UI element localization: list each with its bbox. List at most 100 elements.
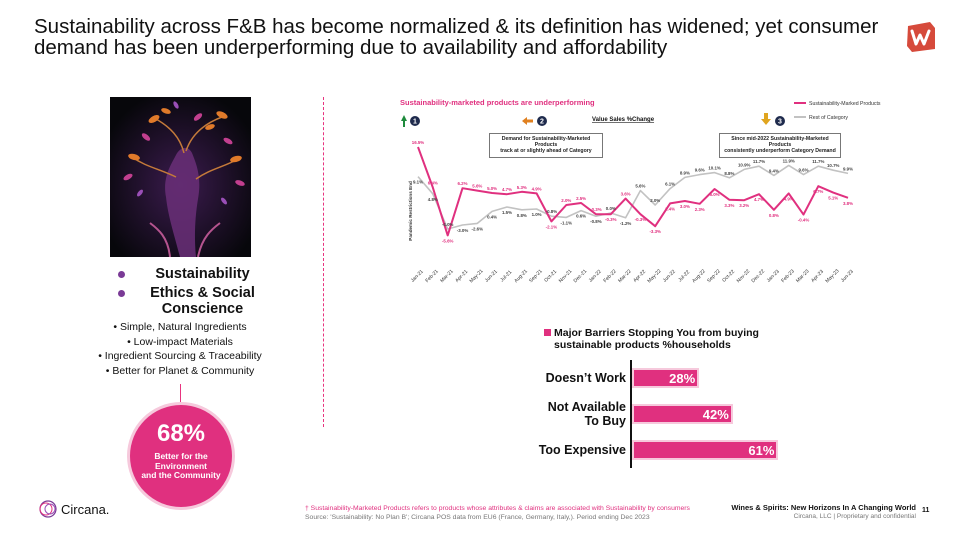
x-tick-label: Aug-22	[691, 268, 707, 284]
slide-title: Sustainability across F&B has become nor…	[34, 15, 879, 59]
data-label: 3.6%	[621, 192, 631, 197]
x-tick-label: May-21	[469, 268, 485, 284]
brand-logo	[907, 22, 935, 52]
annotation-3: 3	[761, 113, 785, 126]
data-label: 9.9%	[843, 166, 853, 171]
pillar-item: Ethics & Social Conscience	[118, 285, 268, 318]
data-label: -5.6%	[442, 238, 454, 243]
data-label: 6.1%	[665, 182, 675, 187]
callout-box: Demand for Sustainability-Marketed Produ…	[489, 133, 603, 158]
pillar-label: Ethics & Social Conscience	[150, 284, 255, 318]
barrier-bar: 28%	[632, 368, 700, 388]
data-label: -3.0%	[457, 228, 469, 233]
data-label: 0.8%	[517, 213, 527, 218]
data-label: 6.7%	[813, 189, 823, 194]
x-tick-label: Nov-21	[558, 268, 574, 284]
data-label: 11.7%	[753, 159, 765, 164]
left-arrow-icon	[522, 117, 533, 125]
x-tick-label: May-22	[646, 268, 662, 284]
barriers-title-line: sustainable products %households	[554, 339, 731, 351]
x-tick-label: May-23	[824, 268, 840, 284]
x-tick-label: Aug-21	[513, 268, 529, 284]
stat-circle: 68% Better for the Environment and the C…	[130, 405, 232, 507]
data-label: -1.2%	[620, 221, 632, 226]
x-tick-label: Mar-22	[617, 268, 633, 284]
chart-lines	[417, 146, 849, 237]
legend-label: Sustainability-Marked Products	[809, 101, 881, 107]
data-label: 9.4%	[769, 168, 779, 173]
annotation-number: 3	[778, 119, 782, 126]
series-line	[417, 146, 849, 237]
line-chart-svg: Sustainability-marketed products are und…	[400, 98, 881, 284]
data-label: 9.6%	[798, 168, 808, 173]
report-subtitle: Circana, LLC | Proprietary and confident…	[793, 513, 916, 520]
callout-line: consistently underperform Category Deman…	[724, 148, 836, 155]
badge-number-icon	[537, 116, 547, 126]
data-label: 6.2%	[457, 181, 467, 186]
barrier-label-line: Too Expensive	[538, 443, 626, 457]
line-chart: Sustainability-marketed products are und…	[396, 93, 892, 298]
up-arrow-icon	[401, 115, 407, 127]
data-label: 11.7%	[812, 159, 824, 164]
annotation-number: 1	[413, 119, 417, 126]
data-label: 1.0%	[532, 212, 542, 217]
x-tick-label: Mar-23	[795, 268, 811, 284]
circana-logo-icon	[39, 500, 57, 518]
bullet-dot-icon	[118, 289, 125, 297]
legend-label: Rest of Category	[809, 115, 848, 121]
x-tick-label: Jun-22	[662, 269, 677, 284]
x-tick-label: Sep-22	[706, 268, 722, 284]
x-tick-label: Oct-22	[721, 269, 736, 284]
bar-value-label: 61%	[748, 443, 775, 458]
stat-label-line: and the Community	[141, 470, 221, 480]
data-label: 11.9%	[783, 158, 795, 163]
attribute-item: • Better for Planet & Community	[105, 364, 255, 377]
report-title: Wines & Spirits: New Horizons In A Chang…	[731, 503, 916, 512]
badge-number-icon	[775, 116, 785, 126]
data-label: -2.6%	[472, 226, 484, 231]
circana-logo-text: Circana.	[61, 501, 110, 517]
down-arrow-icon	[761, 113, 771, 125]
footnote: † Sustainability-Marketed Products refer…	[305, 504, 690, 522]
chart-subtitle: Value Sales %Change	[592, 117, 655, 123]
annotation-number: 2	[540, 119, 544, 126]
bar-value-label: 28%	[669, 371, 696, 386]
data-label: -0.3%	[590, 207, 602, 212]
x-tick-label: Feb-21	[424, 268, 440, 284]
barrier-bar: 42%	[632, 404, 733, 424]
attribute-list: • Simple, Natural Ingredients • Low-impa…	[88, 320, 272, 378]
data-label: 5.6%	[635, 184, 645, 189]
callout-box: Since mid-2022 Sustainability-Marketed P…	[719, 133, 841, 158]
data-label: 10.9%	[738, 162, 751, 167]
x-tick-label: Apr-22	[632, 269, 647, 284]
data-label: 10.7%	[827, 163, 840, 168]
x-tick-label: Jan-23	[766, 269, 781, 284]
footnote-line: † Sustainability-Marketed Products refer…	[305, 505, 690, 512]
x-tick-label: Dec-22	[750, 268, 766, 284]
annotation-1: 1	[401, 115, 420, 127]
x-tick-label: Mar-21	[439, 268, 455, 284]
bullet-dot-icon	[118, 271, 125, 278]
page-number: 11	[922, 507, 930, 514]
data-label: 4.7%	[502, 187, 512, 192]
data-label: 6.0%	[710, 192, 720, 197]
data-label: 0.0%	[606, 206, 616, 211]
x-tick-label: Feb-22	[602, 268, 618, 284]
chart-title: Sustainability-marketed products are und…	[400, 98, 595, 107]
stat-label-line: Environment	[155, 460, 207, 471]
data-label: 0.6%	[576, 214, 586, 219]
data-label: -0.3%	[635, 217, 647, 222]
hero-image	[110, 97, 251, 257]
x-tick-label: Nov-22	[736, 268, 752, 284]
stat-label-line: Better for the	[154, 451, 208, 461]
barrier-label-line: Not Available	[547, 400, 626, 414]
callout-line: Demand for Sustainability-Marketed Produ…	[501, 136, 591, 149]
data-label: 4.7%	[754, 197, 764, 202]
sustainability-pillars: Sustainability Ethics & Social Conscienc…	[118, 266, 268, 318]
bar-value-label: 42%	[702, 407, 729, 422]
data-label: 5.3%	[517, 185, 527, 190]
x-tick-label: Apr-21	[454, 269, 469, 284]
data-label: -2.1%	[546, 224, 558, 229]
data-label: -1.1%	[561, 220, 573, 225]
data-label: 2.0%	[561, 198, 571, 203]
